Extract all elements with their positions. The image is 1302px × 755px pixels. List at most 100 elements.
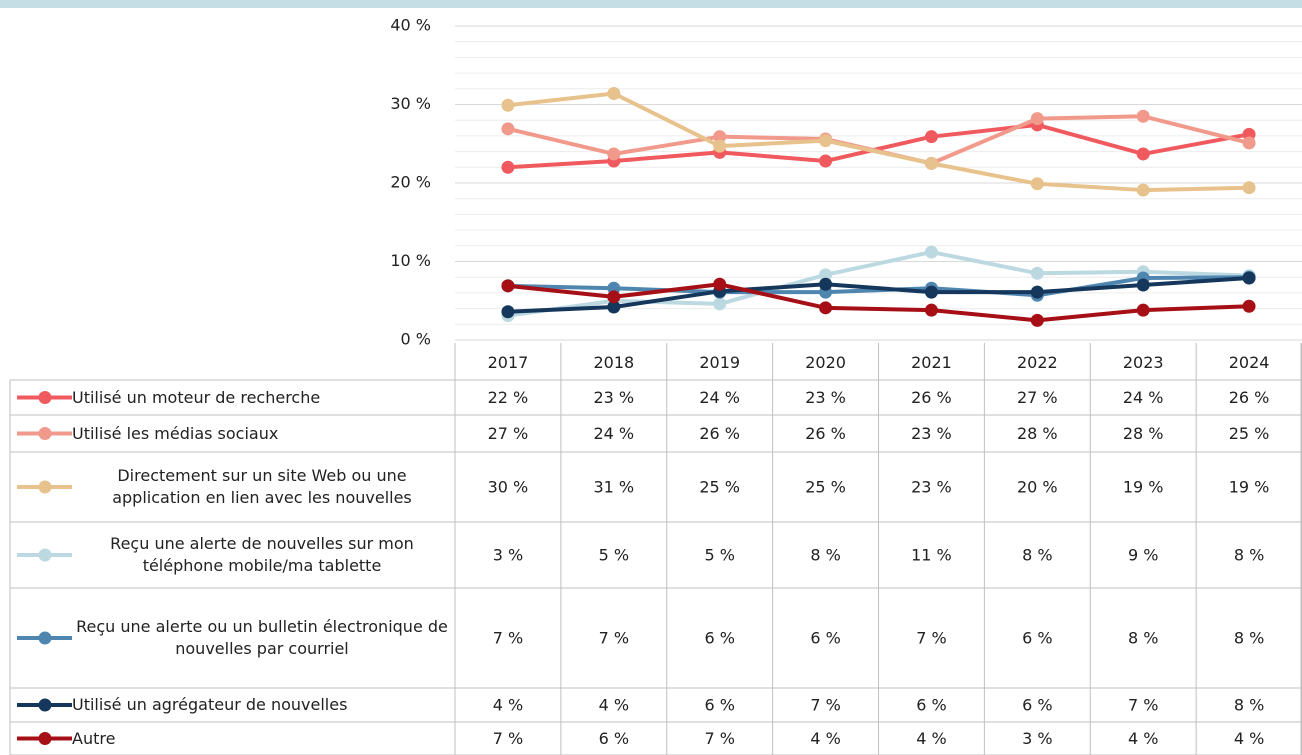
legend-label-cell: Utilisé un moteur de recherche — [72, 380, 452, 415]
x-tick-label: 2021 — [911, 353, 952, 372]
series-line — [507, 275, 1250, 314]
data-point — [501, 279, 515, 293]
data-point — [607, 147, 621, 161]
y-tick-label: 30 % — [390, 94, 431, 113]
legend-label: Utilisé un agrégateur de nouvelles — [72, 695, 348, 714]
table-value: 4 % — [493, 696, 523, 715]
legend-marker — [38, 548, 52, 562]
data-point — [1242, 181, 1256, 195]
data-point — [501, 122, 515, 136]
table-value: 30 % — [488, 478, 529, 497]
series-line — [507, 282, 1250, 323]
series-line — [507, 250, 1250, 318]
table-value: 8 % — [810, 546, 840, 565]
table-value: 26 % — [805, 424, 846, 443]
data-point — [501, 160, 515, 174]
data-point — [501, 98, 515, 112]
table-value: 26 % — [1229, 388, 1270, 407]
legend-label: Reçu une alerte ou un bulletin électroni… — [76, 617, 448, 658]
table-value: 9 % — [1128, 546, 1158, 565]
table-value: 23 % — [805, 388, 846, 407]
table-value: 28 % — [1017, 424, 1058, 443]
table-value: 23 % — [911, 424, 952, 443]
table-value: 4 % — [1128, 729, 1158, 748]
x-tick-label: 2024 — [1229, 353, 1270, 372]
data-point — [713, 139, 727, 153]
table-value: 3 % — [493, 546, 523, 565]
table-value: 27 % — [1017, 388, 1058, 407]
legend-label-cell: Reçu une alerte ou un bulletin électroni… — [72, 588, 452, 688]
table-value: 23 % — [593, 388, 634, 407]
data-point — [713, 297, 727, 311]
y-tick-label: 10 % — [390, 251, 431, 270]
legend-marker — [38, 391, 52, 404]
legend-label: Utilisé les médias sociaux — [72, 423, 279, 443]
data-point — [924, 130, 938, 144]
x-tick-label: 2017 — [488, 353, 529, 372]
data-point — [924, 245, 938, 259]
table-value: 6 % — [599, 729, 629, 748]
data-point — [819, 154, 833, 168]
legend-marker — [38, 427, 52, 440]
x-tick-label: 2019 — [699, 353, 740, 372]
table-value: 25 % — [1229, 424, 1270, 443]
data-point — [713, 130, 727, 144]
table-value: 7 % — [599, 629, 629, 648]
data-point — [819, 277, 833, 291]
legend-label-cell: Utilisé les médias sociaux — [72, 415, 452, 452]
legend-label-cell: Utilisé un agrégateur de nouvelles — [72, 688, 452, 722]
table-value: 25 % — [805, 478, 846, 497]
series-line — [507, 122, 1250, 170]
table-value: 7 % — [810, 696, 840, 715]
legend-label-cell: Autre — [72, 722, 452, 755]
table-value: 8 % — [1128, 629, 1158, 648]
data-point — [1242, 299, 1256, 313]
data-point — [607, 290, 621, 304]
table-value: 11 % — [911, 546, 952, 565]
data-point — [924, 156, 938, 170]
table-value: 4 % — [916, 729, 946, 748]
x-tick-label: 2022 — [1017, 353, 1058, 372]
data-point — [607, 300, 621, 314]
table-value: 26 % — [911, 388, 952, 407]
data-point — [1136, 303, 1150, 317]
table-value: 6 % — [1022, 696, 1052, 715]
legend-label-cell: Reçu une alerte de nouvelles sur mon tél… — [72, 522, 452, 588]
data-point — [713, 277, 727, 291]
table-value: 23 % — [911, 478, 952, 497]
x-tick-label: 2020 — [805, 353, 846, 372]
table-value: 5 % — [704, 546, 734, 565]
legend-label-cell: Directement sur un site Web ou une appli… — [72, 452, 452, 522]
data-point — [819, 301, 833, 315]
table-value: 19 % — [1229, 478, 1270, 497]
data-point — [819, 134, 833, 148]
y-tick-label: 20 % — [390, 173, 431, 192]
legend-marker — [38, 480, 52, 494]
table-value: 6 % — [1022, 629, 1052, 648]
legend-marker — [38, 631, 52, 645]
table-value: 6 % — [704, 629, 734, 648]
data-point — [924, 303, 938, 317]
legend-marker — [38, 732, 52, 745]
table-value: 19 % — [1123, 478, 1164, 497]
table-value: 7 % — [1128, 696, 1158, 715]
x-tick-label: 2023 — [1123, 353, 1164, 372]
top-band — [0, 0, 1302, 8]
y-tick-label: 0 % — [401, 330, 431, 349]
table-value: 7 % — [493, 629, 523, 648]
data-point — [1136, 147, 1150, 161]
data-point — [1030, 112, 1044, 126]
table-value: 6 % — [916, 696, 946, 715]
table-value: 27 % — [488, 424, 529, 443]
table-value: 8 % — [1234, 546, 1264, 565]
table-value: 5 % — [599, 546, 629, 565]
table-value: 3 % — [1022, 729, 1052, 748]
data-point — [1136, 278, 1150, 292]
y-tick-label: 40 % — [390, 16, 431, 35]
table-value: 6 % — [704, 696, 734, 715]
legend-label: Utilisé un moteur de recherche — [72, 387, 321, 407]
legend-label: Autre — [72, 728, 116, 748]
table-value: 6 % — [810, 629, 840, 648]
series-line — [507, 91, 1250, 193]
